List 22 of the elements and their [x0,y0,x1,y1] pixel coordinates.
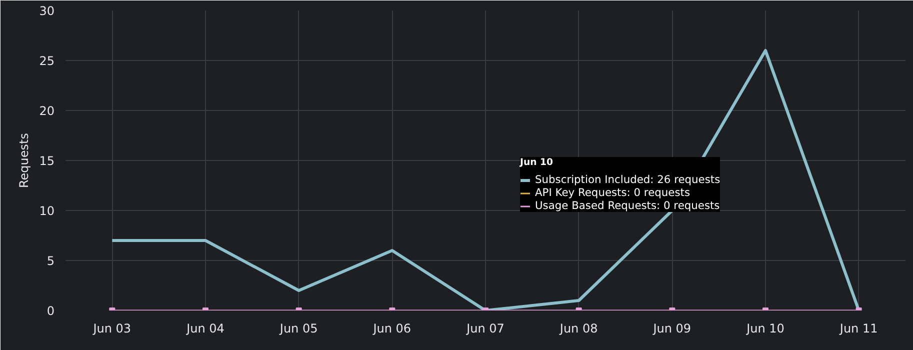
x-tick-label: Jun 10 [746,322,784,336]
y-axis-title: Requests [17,133,32,188]
x-tick-label: Jun 07 [466,322,504,336]
x-tick-label: Jun 11 [838,322,878,336]
annotation: Subscription Included: 26 requests [535,173,720,186]
y-tick-label: 25 [39,54,55,68]
y-tick-label: 15 [39,154,55,168]
line-series [110,49,860,310]
x-tick-label: Jun 04 [186,322,224,336]
x-tick-label: Jun 03 [92,322,132,336]
x-tick-label: Jun 05 [278,322,318,336]
y-tick-label: 10 [39,204,55,218]
y-tick-label: 0 [46,304,55,318]
x-tick-label: Jun 09 [652,322,692,336]
annotation: Usage Based Requests: 0 requests [535,199,720,212]
x-tick-label: Jun 08 [558,322,598,336]
y-tick-label: 5 [46,254,55,268]
annotation: API Key Requests: 0 requests [535,186,690,199]
annotation: Jun 10 [520,157,554,168]
y-tick-label: 30 [39,4,55,18]
x-tick-label: Jun 06 [372,322,412,336]
y-tick-label: 20 [39,104,55,118]
